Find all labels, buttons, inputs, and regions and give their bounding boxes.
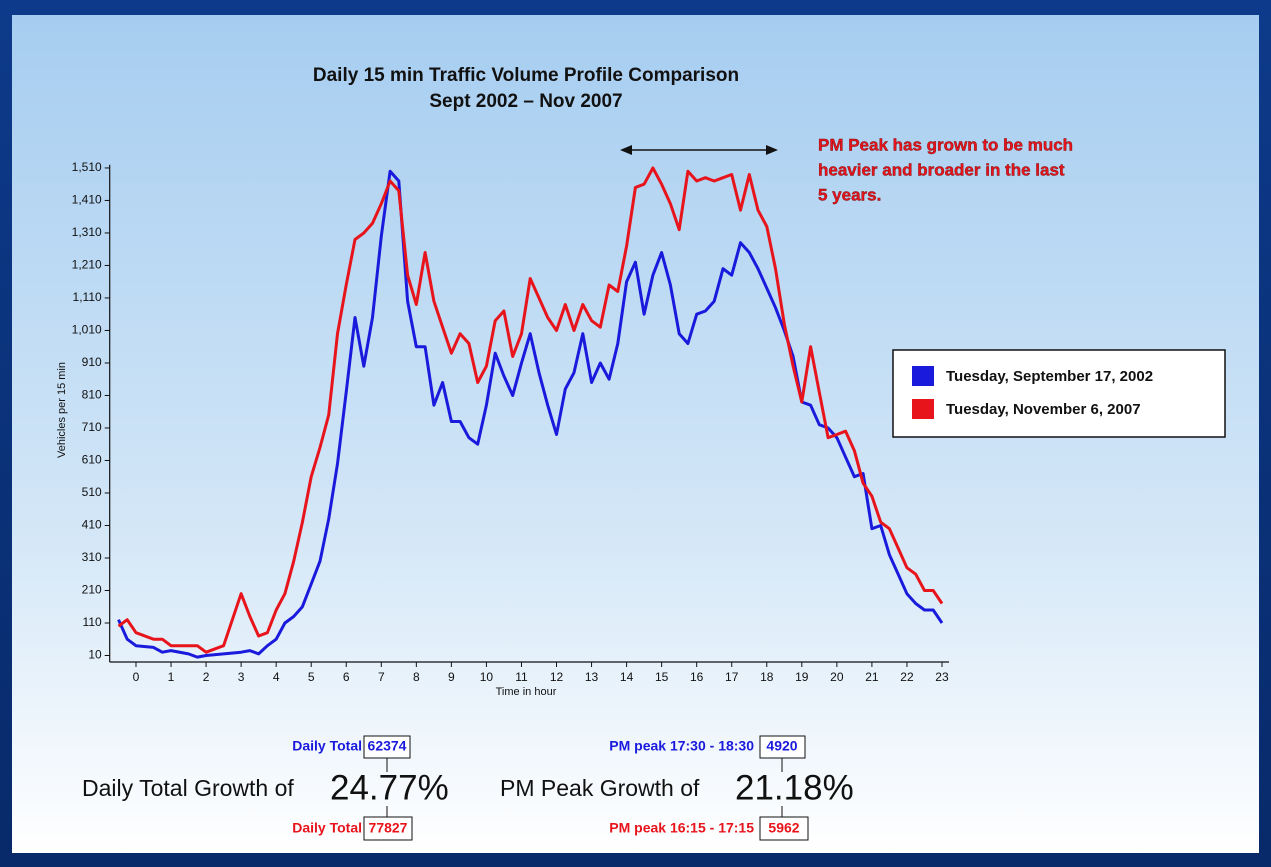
x-tick-label: 4	[273, 670, 280, 684]
y-tick-label: 710	[82, 420, 102, 434]
x-tick-label: 14	[620, 670, 634, 684]
x-tick-label: 8	[413, 670, 420, 684]
x-tick-label: 9	[448, 670, 455, 684]
x-tick-label: 17	[725, 670, 739, 684]
y-tick-label: 1,510	[72, 160, 102, 174]
legend-label: Tuesday, November 6, 2007	[946, 401, 1141, 418]
annotation-line: heavier and broader in the last	[818, 160, 1065, 179]
x-tick-label: 11	[515, 670, 528, 684]
x-tick-label: 15	[655, 670, 669, 684]
annotation-line: 5 years.	[818, 185, 881, 204]
x-tick-label: 3	[238, 670, 245, 684]
y-tick-label: 10	[88, 648, 102, 662]
y-tick-label: 1,310	[72, 225, 102, 239]
y-tick-label: 110	[83, 615, 102, 629]
x-tick-label: 19	[795, 670, 809, 684]
pm-growth-label: PM Peak Growth of	[500, 775, 700, 801]
y-tick-label: 610	[82, 453, 102, 467]
legend-box	[892, 349, 1226, 438]
y-tick-label: 210	[82, 583, 102, 597]
x-tick-label: 0	[133, 670, 140, 684]
y-tick-label: 310	[82, 550, 102, 564]
x-tick-label: 10	[480, 670, 494, 684]
pm-peak-value: 4920	[766, 738, 797, 754]
x-tick-label: 21	[865, 670, 879, 684]
daily-total-label: Daily Total	[292, 820, 362, 836]
span-arrow	[620, 145, 778, 155]
daily-growth-label: Daily Total Growth of	[82, 775, 294, 801]
plot: 101102103104105106107108109101,0101,1101…	[72, 160, 949, 684]
y-tick-label: 1,210	[72, 258, 102, 272]
annotation: PM Peak has grown to be much heavier and …	[818, 135, 1073, 204]
y-tick-label: 1,010	[72, 323, 102, 337]
pm-peak-label: PM peak 17:30 - 18:30	[609, 738, 754, 754]
pm-peak-label: PM peak 16:15 - 17:15	[609, 820, 754, 836]
y-tick-label: 1,410	[72, 193, 102, 207]
x-tick-label: 5	[308, 670, 315, 684]
summary: Daily Total 62374 Daily Total Growth of …	[82, 735, 854, 841]
daily-total-value: 62374	[368, 738, 407, 754]
value-box	[363, 816, 413, 841]
annotation-line: PM Peak has grown to be much	[818, 135, 1073, 154]
value-box	[759, 816, 809, 841]
x-tick-label: 12	[550, 670, 564, 684]
daily-total-value: 77827	[369, 820, 408, 836]
series-line	[117, 169, 944, 659]
legend: Tuesday, September 17, 2002 Tuesday, Nov…	[892, 349, 1226, 438]
x-tick-label: 20	[830, 670, 844, 684]
y-tick-label: 1,110	[73, 290, 102, 304]
pm-peak-value: 5962	[768, 820, 799, 836]
series-line	[117, 166, 944, 654]
x-tick-label: 1	[168, 670, 175, 684]
y-tick-label: 410	[82, 518, 102, 532]
daily-total-label: Daily Total	[292, 738, 362, 754]
legend-swatch	[912, 399, 934, 419]
y-tick-label: 810	[82, 388, 102, 402]
legend-swatch	[912, 366, 934, 386]
y-axis-label: Vehicles per 15 min	[56, 362, 68, 458]
x-axis-label: Time in hour	[496, 686, 557, 698]
chart-title: Daily 15 min Traffic Volume Profile Comp…	[313, 65, 739, 86]
x-tick-label: 7	[378, 670, 385, 684]
x-tick-label: 6	[343, 670, 350, 684]
pm-growth: 21.18%	[735, 768, 854, 807]
x-tick-label: 22	[900, 670, 914, 684]
legend-label: Tuesday, September 17, 2002	[946, 368, 1153, 385]
daily-growth: 24.77%	[330, 768, 449, 807]
x-tick-label: 23	[935, 670, 949, 684]
y-tick-label: 510	[82, 485, 102, 499]
x-tick-label: 18	[760, 670, 774, 684]
x-tick-label: 2	[203, 670, 210, 684]
x-tick-label: 13	[585, 670, 599, 684]
chart-subtitle: Sept 2002 – Nov 2007	[429, 91, 622, 112]
x-tick-label: 16	[690, 670, 704, 684]
y-tick-label: 910	[82, 355, 102, 369]
